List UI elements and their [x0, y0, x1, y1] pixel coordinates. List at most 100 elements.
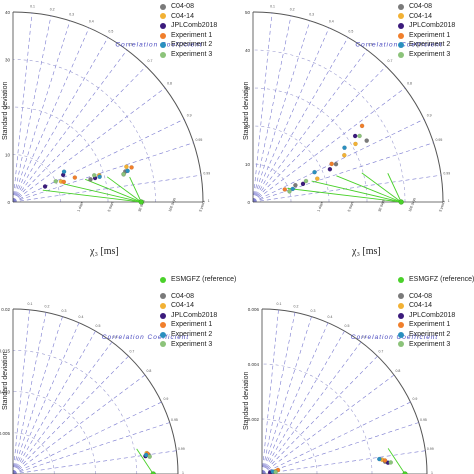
rms-label: 100 days — [168, 197, 177, 212]
legend-label: Experiment 3 — [171, 340, 213, 348]
correlation-ray — [12, 27, 90, 203]
correlation-tick-label: 0.2 — [290, 7, 295, 11]
data-point — [287, 189, 292, 194]
correlation-tick-label: 0.7 — [379, 350, 384, 354]
y-tick-label: 0.004 — [248, 362, 260, 367]
y-tick-label: 0 — [247, 200, 250, 205]
y-tick-label: 40 — [245, 48, 251, 53]
data-point — [61, 169, 67, 174]
correlation-tick-label: 0.3 — [69, 12, 74, 16]
correlation-ray — [252, 37, 349, 203]
legend-marker — [160, 32, 166, 39]
std-grid-arc — [252, 163, 292, 203]
correlation-ray — [12, 341, 113, 474]
std-grid-arc — [12, 349, 138, 474]
correlation-tick-label: 0.4 — [328, 315, 333, 319]
correlation-tick-label: 0.9 — [427, 114, 432, 118]
legend-marker — [398, 302, 404, 309]
correlation-ray — [252, 49, 368, 203]
legend-item: JPLComb2018 — [160, 311, 236, 321]
std-grid-arc — [12, 106, 109, 203]
legend-marker — [398, 276, 404, 283]
correlation-tick-label: 0.3 — [311, 309, 316, 313]
reference-point — [402, 471, 408, 474]
std-grid-arc — [252, 87, 368, 203]
data-point — [303, 178, 309, 184]
correlation-tick-label: 0.6 — [368, 42, 373, 46]
data-point — [125, 168, 130, 174]
correlation-tick-label: 0.99 — [178, 447, 185, 451]
correlation-tick-label: 0.7 — [130, 350, 135, 354]
correlation-tick-label: 0.6 — [362, 335, 367, 339]
legend-item: Experiment 1 — [160, 320, 236, 330]
data-point — [342, 145, 347, 150]
y-tick-label: 40 — [5, 10, 11, 15]
correlation-ray — [252, 87, 406, 203]
legend-label: C04-14 — [171, 302, 194, 310]
x-axis-label-panel-2: χ₃ [ms] — [352, 246, 381, 257]
rms-line — [63, 183, 142, 203]
legend-panel-2: C04-08 C04-14 JPLComb2018 Experiment 1 E… — [398, 2, 455, 60]
data-point — [53, 179, 59, 184]
legend-marker — [398, 32, 404, 39]
legend-marker — [160, 341, 166, 348]
data-point — [124, 164, 129, 170]
legend-marker — [160, 276, 166, 283]
correlation-ray — [12, 450, 177, 474]
legend-label: C04-08 — [409, 292, 432, 300]
y-tick-label: 0 — [7, 200, 10, 205]
legend-item: Experiment 3 — [398, 50, 455, 60]
data-point — [97, 174, 102, 179]
taylor-panel-4: 0.1 0.2 0.3 0.4 0.5 0.6 0.7 0.8 0.9 0.95 0.99 1 Corr… — [248, 302, 439, 474]
correlation-label: Correlation Coefficient — [351, 334, 439, 341]
correlation-tick-label: 0.5 — [108, 30, 113, 34]
correlation-tick-label: 0.2 — [50, 7, 55, 11]
legend-label: ESMGFZ (reference) — [409, 276, 474, 283]
y-tick-label: 30 — [245, 86, 251, 91]
outer-arc — [252, 11, 444, 203]
reference-point — [150, 471, 156, 474]
rms-line — [129, 176, 142, 203]
data-point — [352, 133, 358, 139]
y-axis-label-panel-4: Standard deviation — [243, 371, 250, 430]
y-axis-label-panel-1: Standard deviation — [2, 81, 9, 140]
correlation-tick-label: 0.99 — [203, 171, 210, 175]
legend-item: Experiment 2 — [160, 330, 236, 340]
legend-item: Experiment 1 — [160, 31, 217, 41]
correlation-tick-label: 0.99 — [427, 447, 434, 451]
correlation-tick-label: 0.5 — [348, 30, 353, 34]
correlation-ray — [261, 374, 395, 474]
correlation-tick-label: 0.1 — [28, 302, 33, 306]
legend-marker — [160, 42, 166, 49]
correlation-ray — [12, 374, 146, 474]
legend-marker — [160, 13, 166, 20]
y-tick-label: 0.006 — [248, 307, 260, 312]
rms-label: 5 years — [438, 200, 446, 213]
correlation-ray — [261, 312, 296, 474]
correlation-tick-label: 0.8 — [147, 369, 152, 373]
correlation-tick-label: 0.4 — [79, 315, 84, 319]
legend-marker — [398, 312, 404, 319]
legend-item: C04-08 — [398, 292, 474, 302]
outer-arc — [12, 308, 179, 474]
taylor-panel-3: 0.1 0.2 0.3 0.4 0.5 0.6 0.7 0.8 0.9 0.95 0.99 1 Corr… — [0, 302, 188, 474]
legend-item: JPLComb2018 — [398, 21, 455, 31]
y-tick-label: 20 — [245, 124, 251, 129]
correlation-ray — [12, 312, 47, 474]
correlation-tick-label: 0.4 — [89, 20, 94, 24]
rms-label: 5 years — [198, 200, 206, 213]
correlation-ray — [12, 322, 80, 474]
legend-label: C04-08 — [171, 3, 194, 10]
legend-label: C04-08 — [171, 292, 194, 300]
correlation-tick-label: 0.95 — [436, 138, 443, 142]
legend-item: Experiment 2 — [398, 40, 455, 50]
correlation-tick-label: 0.99 — [443, 171, 450, 175]
legend-marker — [398, 22, 404, 29]
std-grid-arc — [252, 49, 406, 203]
legend-item: Experiment 3 — [160, 340, 236, 350]
y-tick-label: 10 — [5, 153, 11, 158]
legend-label: JPLComb2018 — [409, 311, 456, 319]
correlation-ray — [252, 174, 442, 203]
data-point — [353, 141, 358, 147]
correlation-tick-label: 0.1 — [277, 302, 282, 306]
